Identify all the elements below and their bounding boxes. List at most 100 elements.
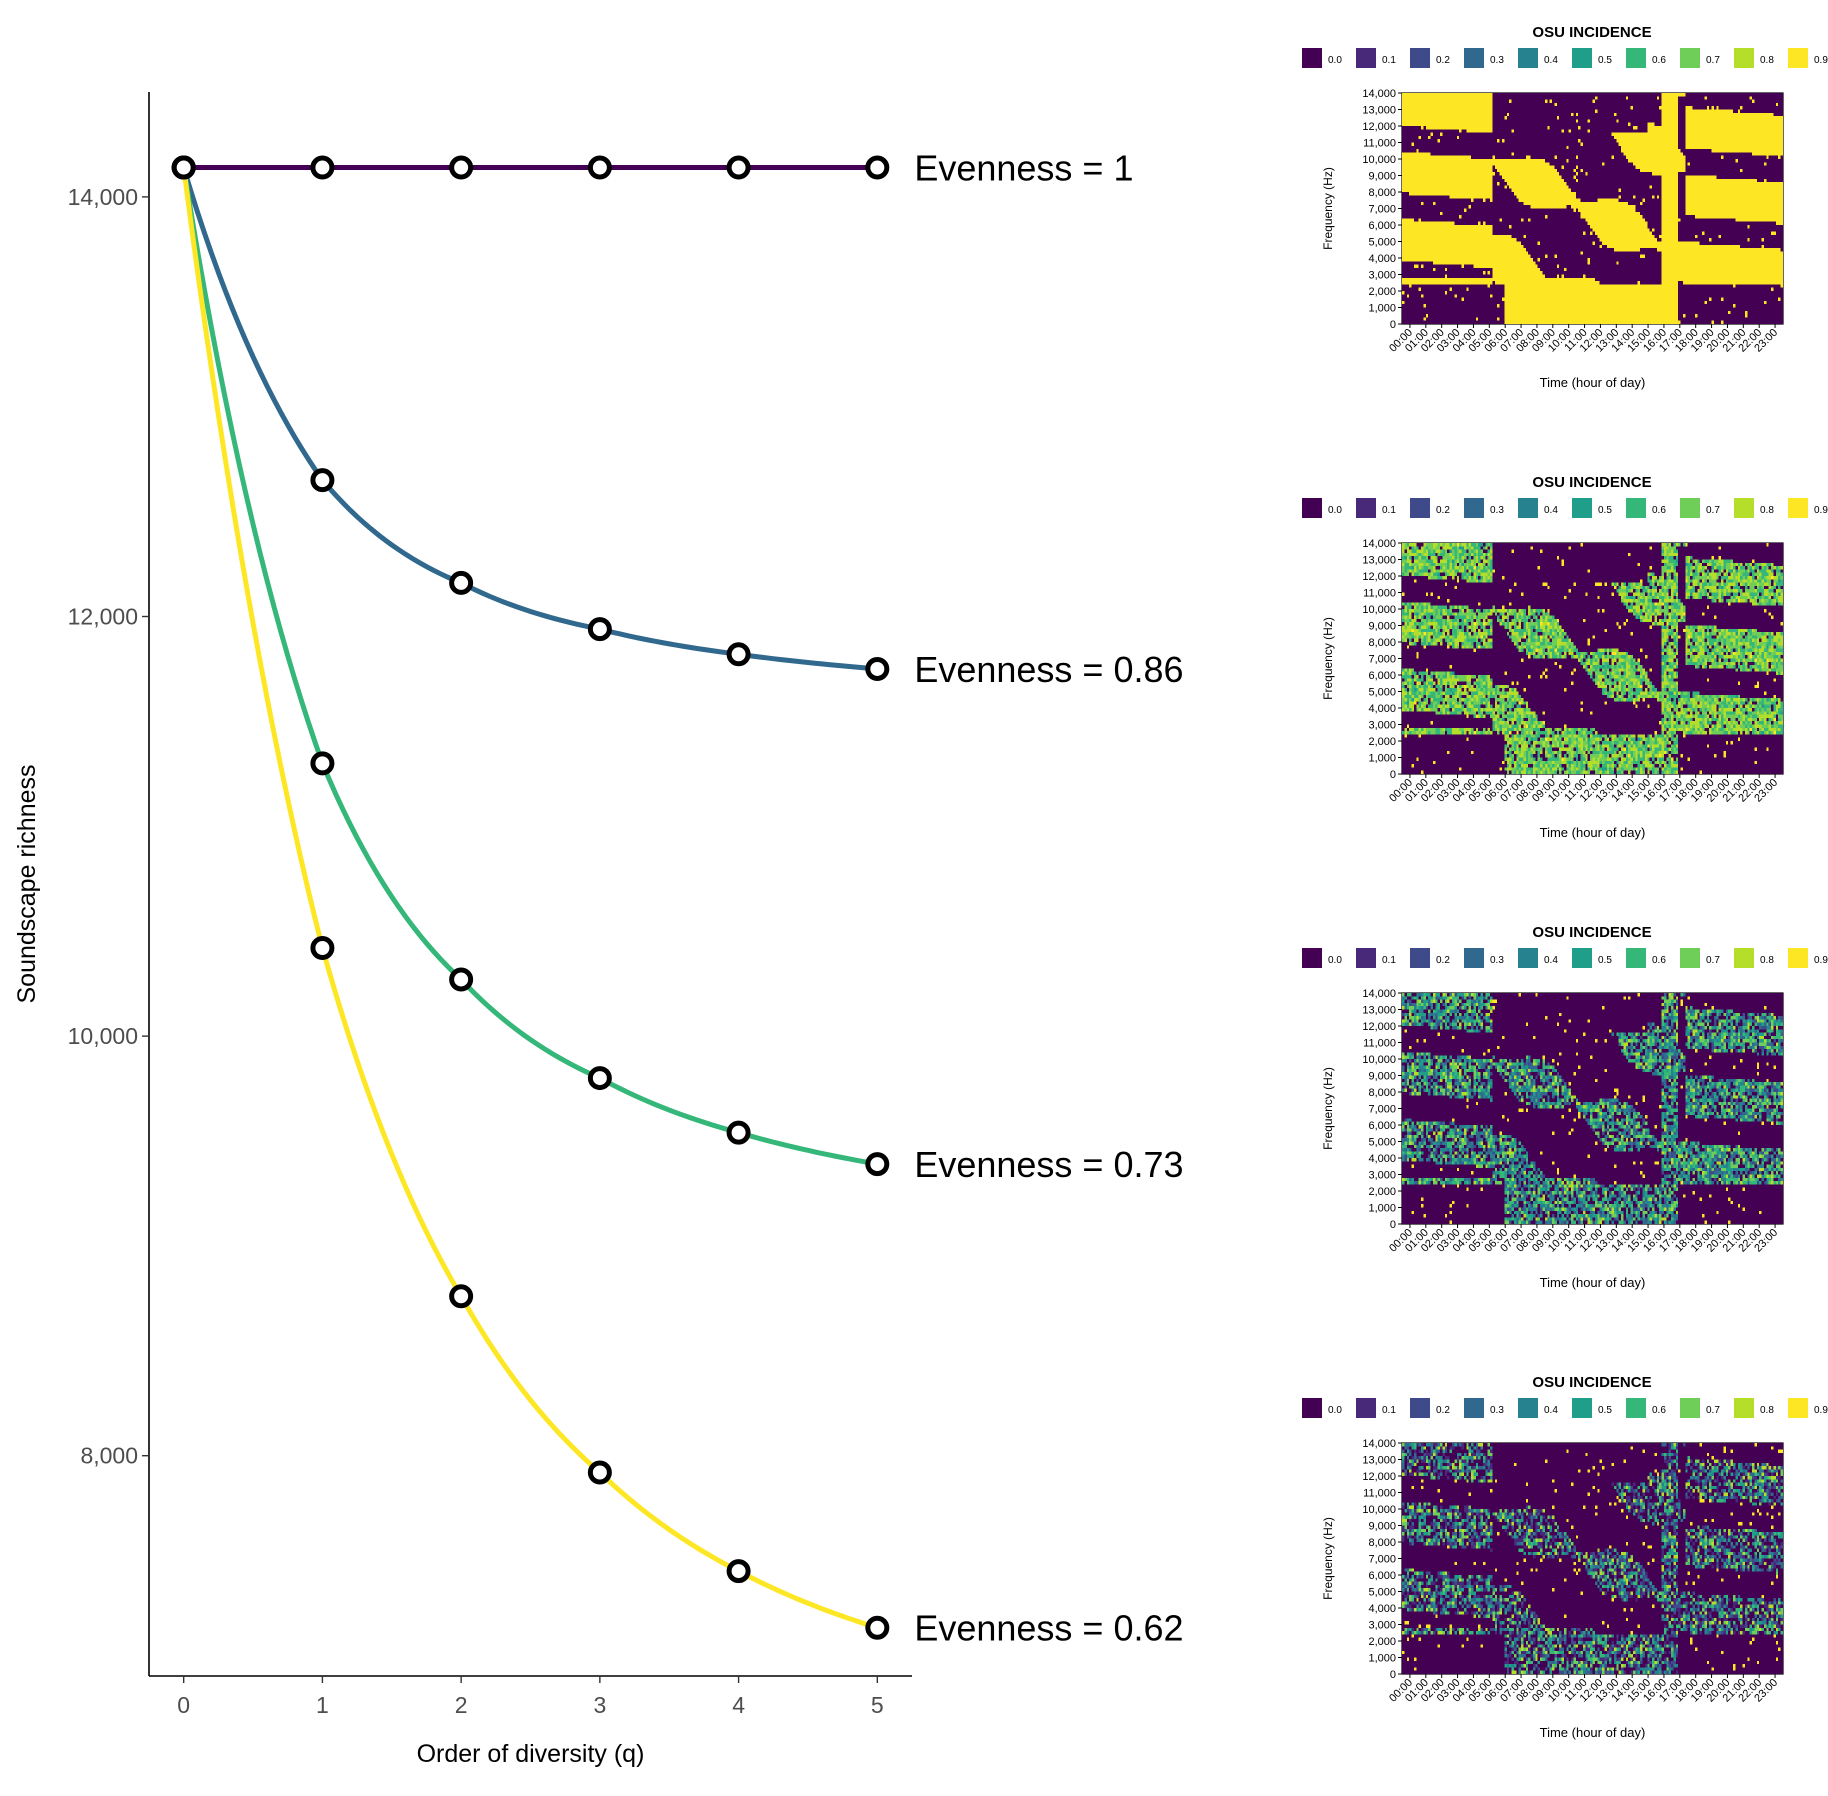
legend-title: OSU INCIDENCE <box>1532 474 1651 491</box>
x-tick-label: 4 <box>732 1692 745 1718</box>
data-point <box>726 1559 751 1584</box>
legend-swatch <box>1788 948 1808 968</box>
data-point <box>587 1066 612 1091</box>
y-tick-label: 6,000 <box>1368 220 1396 232</box>
legend-swatch <box>1302 498 1322 518</box>
y-tick-label: 4,000 <box>1368 253 1396 265</box>
y-tick-label: 14,000 <box>1362 538 1396 550</box>
legend-label: 0.7 <box>1706 505 1720 516</box>
legend-label: 0.1 <box>1382 1405 1396 1416</box>
x-axis-title: Time (hour of day) <box>1540 1275 1646 1290</box>
heatmap-cells <box>1402 93 1783 324</box>
legend-swatch <box>1356 48 1376 68</box>
y-tick-label: 3,000 <box>1368 1620 1396 1632</box>
y-tick-label: 14,000 <box>68 184 138 210</box>
legend-swatch <box>1680 498 1700 518</box>
legend-swatch <box>1626 1398 1646 1418</box>
data-point <box>587 155 612 180</box>
legend-swatch <box>1410 948 1430 968</box>
x-tick-label: 2 <box>455 1692 468 1718</box>
data-point <box>171 155 196 180</box>
x-axis-title: Time (hour of day) <box>1540 1725 1646 1740</box>
y-tick-label: 14,000 <box>1362 88 1396 100</box>
y-tick-label: 13,000 <box>1362 1005 1396 1017</box>
data-point <box>310 751 335 776</box>
y-axis-title: Frequency (Hz) <box>1321 1517 1335 1600</box>
y-tick-label: 5,000 <box>1368 1137 1396 1149</box>
y-tick-label: 0 <box>1390 1669 1396 1681</box>
legend-swatch <box>1356 948 1376 968</box>
heatmap-panel: OSU INCIDENCE 0.0 0.1 0.2 0.3 0.4 0.5 0.6 0.7 0.8… <box>1290 918 1828 1318</box>
legend-label: 0.1 <box>1382 55 1396 66</box>
heatmap-chart: OSU INCIDENCE 0.0 0.1 0.2 0.3 0.4 0.5 0.6 0.7 0.8… <box>1302 474 1828 840</box>
data-point <box>449 1284 474 1309</box>
y-tick-label: 4,000 <box>1368 1153 1396 1165</box>
y-axis-title: Soundscape richness <box>13 764 41 1003</box>
legend-swatch <box>1734 1398 1754 1418</box>
series-label: Evenness = 0.73 <box>914 1144 1183 1185</box>
heatmap-cells <box>1402 1443 1783 1674</box>
legend-label: 0.5 <box>1598 505 1612 516</box>
x-axis-title: Time (hour of day) <box>1540 375 1646 390</box>
y-tick-label: 12,000 <box>1362 1471 1396 1483</box>
legend-swatch <box>1410 498 1430 518</box>
y-axis-title: Frequency (Hz) <box>1321 1067 1335 1150</box>
y-tick-label: 0 <box>1390 319 1396 331</box>
y-tick-label: 13,000 <box>1362 105 1396 117</box>
legend-title: OSU INCIDENCE <box>1532 1374 1651 1391</box>
x-axis-title: Order of diversity (q) <box>417 1740 645 1768</box>
legend-label: 0.0 <box>1328 1405 1342 1416</box>
data-point <box>449 155 474 180</box>
legend-swatch <box>1734 948 1754 968</box>
y-tick-label: 5,000 <box>1368 1587 1396 1599</box>
y-tick-label: 9,000 <box>1368 621 1396 633</box>
legend-label: 0.2 <box>1436 505 1450 516</box>
y-tick-label: 2,000 <box>1368 736 1396 748</box>
series-line <box>181 165 880 1167</box>
legend-swatch <box>1788 498 1808 518</box>
y-tick-label: 1,000 <box>1368 1653 1396 1665</box>
heatmap-chart: OSU INCIDENCE 0.0 0.1 0.2 0.3 0.4 0.5 0.6 0.7 0.8… <box>1302 1374 1828 1740</box>
legend-swatch <box>1410 48 1430 68</box>
y-tick-label: 4,000 <box>1368 703 1396 715</box>
legend-swatch <box>1626 948 1646 968</box>
legend-swatch <box>1302 948 1322 968</box>
heatmap-chart: OSU INCIDENCE 0.0 0.1 0.2 0.3 0.4 0.5 0.6 0.7 0.8… <box>1302 924 1828 1290</box>
y-tick-label: 11,000 <box>1363 138 1396 150</box>
y-tick-label: 8,000 <box>1368 637 1396 649</box>
legend-swatch <box>1464 948 1484 968</box>
y-tick-label: 14,000 <box>1362 1438 1396 1450</box>
y-tick-label: 0 <box>1390 1219 1396 1231</box>
y-tick-label: 11,000 <box>1363 1038 1396 1050</box>
legend-label: 0.9 <box>1814 1405 1828 1416</box>
legend-swatch <box>1518 948 1538 968</box>
legend-swatch <box>1626 498 1646 518</box>
y-tick-label: 13,000 <box>1362 1455 1396 1467</box>
y-tick-label: 11,000 <box>1363 1488 1396 1500</box>
legend-swatch <box>1410 1398 1430 1418</box>
y-tick-label: 6,000 <box>1368 1570 1396 1582</box>
data-point <box>310 935 335 960</box>
heatmap-cells <box>1402 993 1783 1224</box>
legend-label: 0.7 <box>1706 55 1720 66</box>
series-line <box>181 165 880 672</box>
y-tick-label: 3,000 <box>1368 1170 1396 1182</box>
y-tick-label: 9,000 <box>1368 171 1396 183</box>
data-point <box>865 1152 890 1177</box>
legend-label: 0.4 <box>1544 55 1558 66</box>
y-tick-label: 10,000 <box>1362 1504 1396 1516</box>
y-tick-label: 1,000 <box>1368 753 1396 765</box>
legend-label: 0.3 <box>1490 955 1504 966</box>
legend-swatch <box>1572 948 1592 968</box>
legend-title: OSU INCIDENCE <box>1532 924 1651 941</box>
legend-swatch <box>1518 48 1538 68</box>
series-label: Evenness = 1 <box>914 148 1133 189</box>
legend-label: 0.1 <box>1382 955 1396 966</box>
x-tick-label: 5 <box>871 1692 884 1718</box>
legend-label: 0.3 <box>1490 55 1504 66</box>
data-point <box>310 468 335 493</box>
legend-label: 0.3 <box>1490 1405 1504 1416</box>
y-tick-label: 7,000 <box>1368 654 1396 666</box>
x-axis-title: Time (hour of day) <box>1540 825 1646 840</box>
legend-label: 0.8 <box>1760 1405 1774 1416</box>
